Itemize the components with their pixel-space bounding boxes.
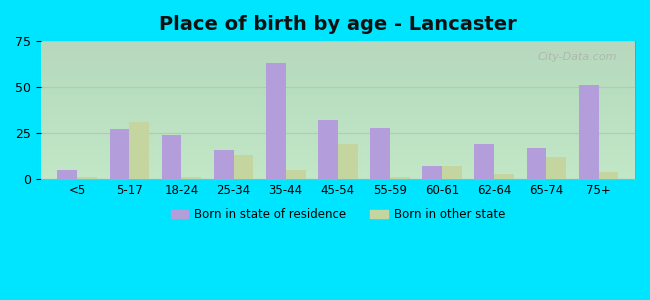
Title: Place of birth by age - Lancaster: Place of birth by age - Lancaster	[159, 15, 517, 34]
Bar	[547, 157, 566, 179]
Bar	[578, 85, 599, 179]
Bar	[338, 144, 358, 179]
Bar	[57, 170, 77, 179]
Bar	[390, 177, 410, 179]
Bar	[318, 120, 338, 179]
Legend: Born in state of residence, Born in other state: Born in state of residence, Born in othe…	[166, 203, 510, 226]
Bar	[110, 129, 129, 179]
Bar	[77, 177, 97, 179]
Bar	[129, 122, 149, 179]
Bar	[599, 172, 618, 179]
Bar	[526, 148, 547, 179]
Bar	[266, 63, 286, 179]
Bar	[214, 150, 233, 179]
Bar	[286, 170, 306, 179]
Text: City-Data.com: City-Data.com	[538, 52, 617, 62]
Bar	[422, 166, 442, 179]
Bar	[370, 128, 390, 179]
Bar	[181, 177, 202, 179]
Bar	[162, 135, 181, 179]
Bar	[233, 155, 254, 179]
Bar	[494, 174, 514, 179]
Bar	[442, 166, 462, 179]
Bar	[474, 144, 494, 179]
